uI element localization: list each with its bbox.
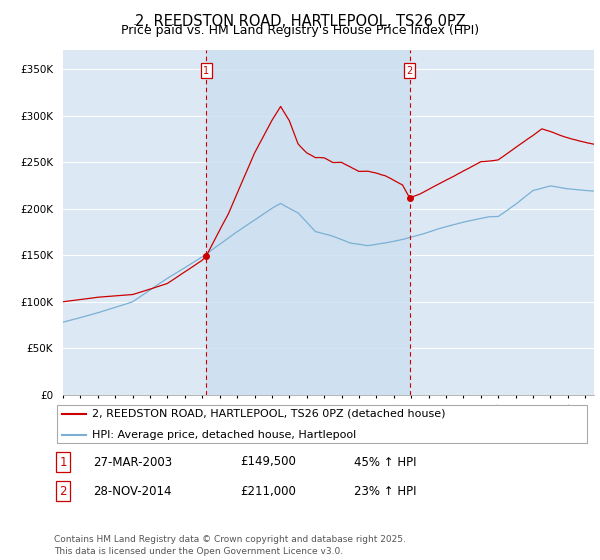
Text: 23% ↑ HPI: 23% ↑ HPI — [354, 484, 416, 498]
Text: 28-NOV-2014: 28-NOV-2014 — [93, 484, 172, 498]
Text: 45% ↑ HPI: 45% ↑ HPI — [354, 455, 416, 469]
Text: £149,500: £149,500 — [240, 455, 296, 469]
Text: 2, REEDSTON ROAD, HARTLEPOOL, TS26 0PZ: 2, REEDSTON ROAD, HARTLEPOOL, TS26 0PZ — [134, 14, 466, 29]
Text: Contains HM Land Registry data © Crown copyright and database right 2025.
This d: Contains HM Land Registry data © Crown c… — [54, 535, 406, 556]
FancyBboxPatch shape — [56, 405, 587, 443]
Text: 1: 1 — [203, 66, 209, 76]
Text: £211,000: £211,000 — [240, 484, 296, 498]
Text: Price paid vs. HM Land Registry's House Price Index (HPI): Price paid vs. HM Land Registry's House … — [121, 24, 479, 37]
Text: 2, REEDSTON ROAD, HARTLEPOOL, TS26 0PZ (detached house): 2, REEDSTON ROAD, HARTLEPOOL, TS26 0PZ (… — [92, 409, 445, 419]
Text: HPI: Average price, detached house, Hartlepool: HPI: Average price, detached house, Hart… — [92, 430, 356, 440]
Bar — [206, 50, 410, 395]
Text: 27-MAR-2003: 27-MAR-2003 — [93, 455, 172, 469]
Text: 1: 1 — [59, 455, 67, 469]
Text: 2: 2 — [59, 484, 67, 498]
Text: 2: 2 — [407, 66, 413, 76]
